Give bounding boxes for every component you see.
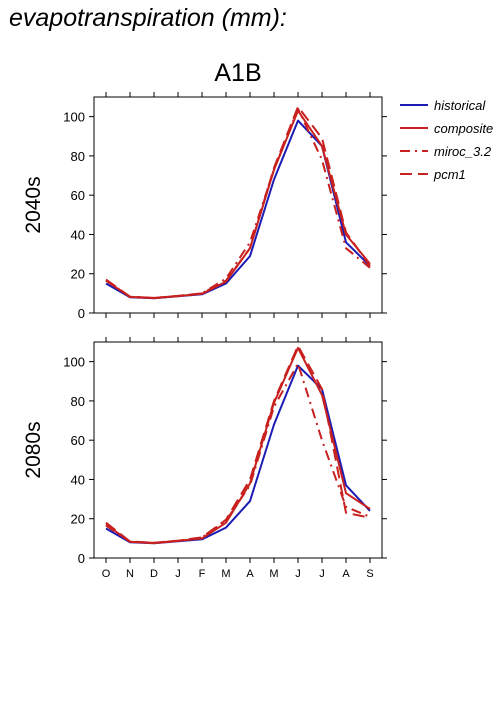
y-tick-label: 0 [78, 551, 85, 566]
y-tick-label: 60 [71, 433, 85, 448]
scenario-title: A1B [214, 59, 261, 87]
series-line-historical [105, 119, 371, 300]
y-tick-label: 100 [63, 110, 85, 125]
y-tick-label: 20 [71, 512, 85, 527]
x-tick-label: O [102, 568, 111, 580]
series-line-pcm1 [105, 105, 371, 299]
x-tick-label: M [269, 568, 278, 580]
x-tick-label: S [366, 568, 373, 580]
y-tick-label: 40 [71, 227, 85, 242]
plot-frame [93, 96, 383, 314]
y-tick-label: 40 [71, 472, 85, 487]
x-tick-label: A [246, 568, 254, 580]
legend-label: pcm1 [433, 167, 466, 182]
series-line-miroc-3-2 [105, 362, 371, 544]
panel-2040s: 0 20 40 60 80 100 2040s [22, 92, 387, 321]
panel-2080s: 0 20 40 60 80 100 O N D J F M A M J J A S 2080s [22, 337, 387, 580]
legend-label: miroc_3.2 [434, 144, 492, 159]
x-tick-label: A [342, 568, 350, 580]
page-title: evapotranspiration (mm): [9, 4, 287, 32]
y-tick-label: 20 [71, 267, 85, 282]
plot-frame [93, 341, 383, 559]
x-tick-label: J [295, 568, 301, 580]
legend-label: historical [434, 98, 486, 113]
y-tick-label: 0 [78, 306, 85, 321]
legend: historical composite miroc_3.2 pcm1 [400, 98, 493, 182]
x-tick-label: M [221, 568, 230, 580]
y-tick-label: 80 [71, 149, 85, 164]
x-tick-label: J [319, 568, 325, 580]
series-line-miroc-3-2 [105, 107, 371, 299]
row-label: 2040s [22, 176, 45, 233]
y-tick-label: 60 [71, 188, 85, 203]
x-tick-label: F [199, 568, 206, 580]
series-line-historical [105, 364, 371, 545]
y-tick-label: 80 [71, 394, 85, 409]
x-tick-label: N [126, 568, 134, 580]
row-label: 2080s [22, 421, 45, 478]
x-tick-label: J [175, 568, 181, 580]
legend-label: composite [434, 121, 493, 136]
y-tick-label: 100 [63, 355, 85, 370]
x-tick-label: D [150, 568, 158, 580]
